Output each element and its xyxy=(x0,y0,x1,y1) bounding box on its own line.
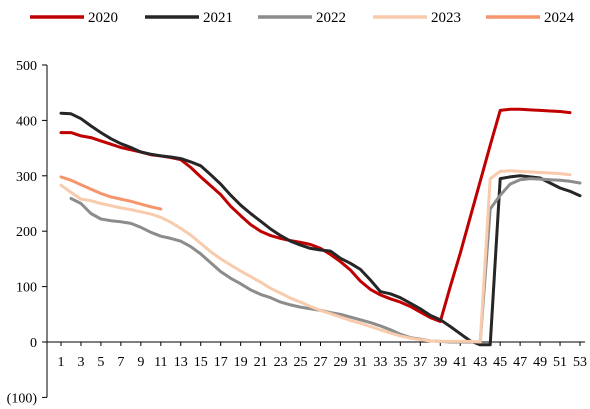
x-tick-label: 37 xyxy=(413,355,427,370)
x-tick-label: 31 xyxy=(353,355,367,370)
y-tick-label: 500 xyxy=(16,59,37,74)
x-tick-label: 43 xyxy=(473,355,487,370)
x-tick-label: 1 xyxy=(58,355,65,370)
x-tick-label: 49 xyxy=(533,355,547,370)
x-axis: 1 3 5 7 9 11 13 15 17 19 21 23 25 27 29 31 33 35 37 39 41 43 4… xyxy=(47,341,587,370)
x-tick-label: 51 xyxy=(553,355,567,370)
y-tick-label: 100 xyxy=(16,281,37,296)
x-tick-label: 5 xyxy=(97,355,104,370)
series-line-2021 xyxy=(59,111,582,347)
x-tick-label: 47 xyxy=(513,355,527,370)
y-axis: 500 400 300 200 100 0 (100) xyxy=(7,59,48,406)
y-tick-label: 400 xyxy=(16,114,37,129)
plot-area xyxy=(59,107,582,347)
x-tick-label: 35 xyxy=(393,355,407,370)
x-tick-label: 11 xyxy=(154,355,167,370)
legend-label-2024: 2024 xyxy=(544,10,575,26)
x-tick-label: 3 xyxy=(77,355,84,370)
series-line-2023 xyxy=(59,169,572,344)
x-tick-label: 39 xyxy=(433,355,447,370)
x-tick-label: 25 xyxy=(294,355,308,370)
legend-label-2022: 2022 xyxy=(316,10,346,26)
x-tick-label: 29 xyxy=(333,355,347,370)
x-tick-label: 21 xyxy=(254,355,268,370)
y-tick-label: 200 xyxy=(16,225,37,240)
legend-label-2020: 2020 xyxy=(88,10,118,26)
x-tick-label: 23 xyxy=(274,355,288,370)
x-tick-label: 13 xyxy=(174,355,188,370)
legend-label-2023: 2023 xyxy=(431,10,461,26)
x-tick-label: 45 xyxy=(493,355,507,370)
y-tick-label: 0 xyxy=(30,336,37,351)
legend: 2020 2021 2022 2023 2024 xyxy=(30,10,575,26)
x-tick-label: 53 xyxy=(573,355,587,370)
x-tick-label: 17 xyxy=(214,355,228,370)
series-line-2024 xyxy=(59,175,163,211)
x-tick-label: 41 xyxy=(453,355,467,370)
x-tick-label: 15 xyxy=(194,355,208,370)
x-tick-label: 9 xyxy=(137,355,144,370)
x-tick-label: 33 xyxy=(373,355,387,370)
y-tick-label: (100) xyxy=(7,391,38,406)
x-tick-label: 7 xyxy=(117,355,124,370)
y-tick-label: 300 xyxy=(16,170,37,185)
x-tick-label: 19 xyxy=(234,355,248,370)
legend-label-2021: 2021 xyxy=(203,10,233,26)
series-line-2022 xyxy=(69,177,582,344)
x-tick-label: 27 xyxy=(314,355,328,370)
